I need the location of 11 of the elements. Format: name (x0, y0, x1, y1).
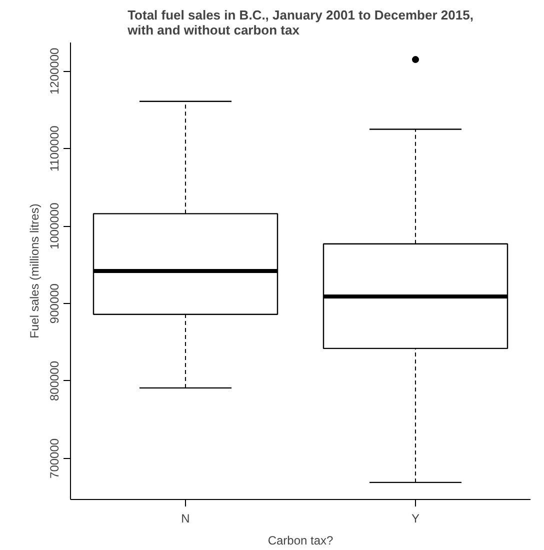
x-tick-label: N (181, 512, 190, 526)
y-axis-title: Fuel sales (millions litres) (28, 204, 42, 338)
chart-title: Total fuel sales in B.C., January 2001 to December 2015, with and without carbon tax (126, 8, 474, 38)
y-tick-label: 800000 (48, 360, 62, 402)
y-tick-label: 900000 (48, 283, 62, 324)
x-tick-label: Y (412, 512, 420, 526)
x-axis-title: Carbon tax? (268, 534, 334, 548)
y-tick-label: 1200000 (48, 47, 62, 95)
y-tick-label: 1100000 (48, 125, 62, 172)
y-tick-label: 700000 (48, 438, 62, 478)
y-tick-label: 1000000 (48, 202, 62, 250)
